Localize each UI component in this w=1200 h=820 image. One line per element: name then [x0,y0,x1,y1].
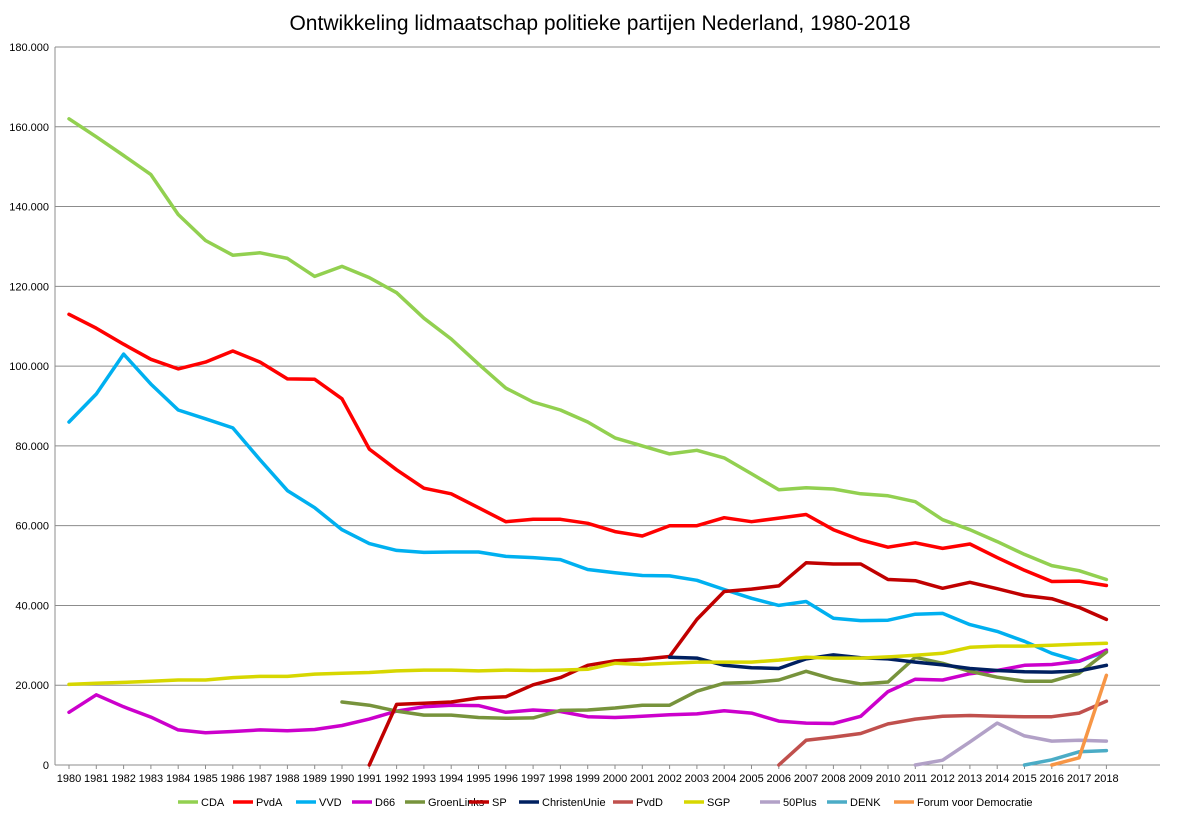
legend-label-sgp: SGP [707,797,730,809]
x-tick-label: 1988 [275,773,299,785]
legend-label-denk: DENK [850,797,881,809]
x-tick-label: 2001 [630,773,654,785]
legend-label-pvda: PvdA [256,797,283,809]
x-tick-label: 1980 [57,773,81,785]
x-tick-label: 1983 [139,773,163,785]
legend-label-forum-voor-democratie: Forum voor Democratie [917,797,1033,809]
x-tick-label: 1984 [166,773,190,785]
legend-label-vvd: VVD [319,797,342,809]
legend-label-groenlinks: GroenLinks [428,797,485,809]
x-tick-label: 1991 [357,773,381,785]
legend-label-christenunie: ChristenUnie [542,797,606,809]
x-tick-label: 2006 [767,773,791,785]
y-tick-label: 20.000 [15,680,49,692]
x-tick-label: 2011 [903,773,927,785]
x-tick-label: 2004 [712,773,736,785]
y-tick-label: 40.000 [15,600,49,612]
legend-label-50plus: 50Plus [783,797,817,809]
legend-label-d66: D66 [375,797,395,809]
x-tick-label: 2009 [848,773,872,785]
series-line-forum-voor-democratie [1050,673,1109,767]
x-tick-label: 1996 [494,773,518,785]
x-tick-label: 2018 [1094,773,1118,785]
x-tick-label: 1999 [575,773,599,785]
series-line-denk [1022,748,1109,767]
x-tick-label: 1981 [84,773,108,785]
x-tick-label: 1998 [548,773,572,785]
chart-title: Ontwikkeling lidmaatschap politieke part… [289,12,910,35]
series-line-groenlinks [340,650,1109,721]
x-tick-label: 1993 [412,773,436,785]
y-tick-label: 180.000 [9,42,49,54]
x-tick-label: 2017 [1067,773,1091,785]
x-tick-label: 2015 [1012,773,1036,785]
y-tick-label: 60.000 [15,521,49,533]
series-line-cda [67,117,1109,582]
series-line-christenunie [667,653,1109,674]
y-tick-label: 100.000 [9,361,49,373]
x-tick-label: 2007 [794,773,818,785]
x-tick-label: 2014 [985,773,1009,785]
x-tick-label: 2010 [876,773,900,785]
series-line-d66 [67,648,1109,735]
series-line-vvd [67,352,1109,664]
x-tick-label: 2002 [657,773,681,785]
x-tick-label: 2008 [821,773,845,785]
x-tick-label: 1997 [521,773,545,785]
x-tick-label: 1989 [302,773,326,785]
x-tick-label: 2013 [958,773,982,785]
series-line-50plus [913,721,1109,767]
legend: CDA PvdA VVD D66 GroenLinks SP ChristenUnie Pvd… [178,797,1033,809]
y-tick-label: 0 [43,760,49,772]
y-tick-label: 80.000 [15,441,49,453]
series-line-pvda [67,312,1109,588]
y-tick-label: 140.000 [9,202,49,214]
x-tick-label: 1987 [248,773,272,785]
x-tick-label: 1986 [221,773,245,785]
series-line-sgp [67,641,1109,687]
x-tick-label: 2003 [685,773,709,785]
x-tick-label: 1992 [384,773,408,785]
axes: 0 20.000 40.000 60.000 80.000 100.000 120.000 1… [9,42,1118,785]
x-tick-label: 2016 [1040,773,1064,785]
x-tick-label: 2012 [930,773,954,785]
x-tick-label: 2005 [739,773,763,785]
y-tick-label: 120.000 [9,281,49,293]
grid [55,46,1160,766]
series-lines [67,117,1109,767]
y-tick-label: 160.000 [9,122,49,134]
legend-label-sp: SP [492,797,507,809]
series-line-sp [367,561,1109,767]
x-tick-label: 1985 [193,773,217,785]
x-tick-label: 2000 [603,773,627,785]
x-tick-label: 1982 [111,773,135,785]
legend-label-pvdd: PvdD [636,797,663,809]
legend-label-cda: CDA [201,797,225,809]
x-tick-label: 1995 [466,773,490,785]
x-tick-label: 1990 [330,773,354,785]
x-tick-label: 1994 [439,773,463,785]
series-line-pvdd [777,699,1109,767]
